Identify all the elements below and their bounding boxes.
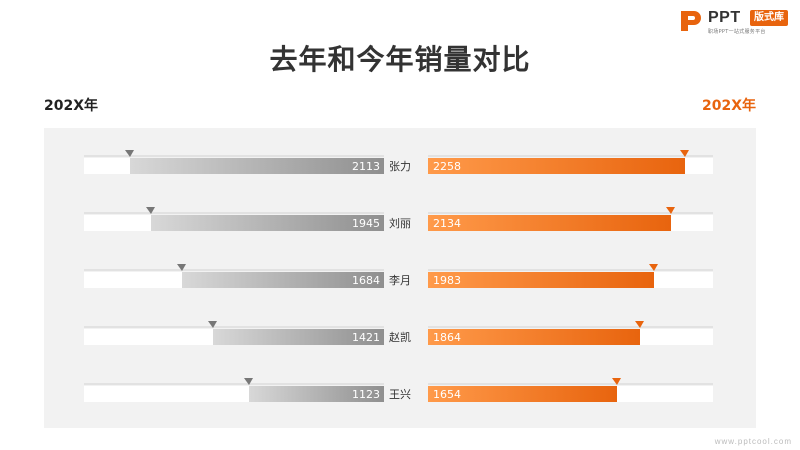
left-value-label: 1945 (352, 217, 380, 230)
right-track-line (428, 326, 713, 328)
left-track-line (84, 326, 384, 328)
left-value-label: 2113 (352, 160, 380, 173)
left-value-label: 1684 (352, 274, 380, 287)
page-title: 去年和今年销量对比 (269, 43, 531, 76)
right-bar (428, 272, 654, 288)
right-value-label: 2258 (433, 160, 461, 173)
left-value-label: 1421 (352, 331, 380, 344)
right-value-label: 1864 (433, 331, 461, 344)
right-marker-icon (612, 378, 621, 385)
logo-tagline: 职场PPT一站式服务平台 (708, 29, 766, 35)
right-bar (428, 329, 640, 345)
left-bar (249, 386, 384, 402)
right-bar (428, 386, 617, 402)
left-track-line (84, 155, 384, 157)
right-track-line (428, 269, 713, 271)
left-marker-icon (244, 378, 253, 385)
left-bar (213, 329, 384, 345)
left-bar (182, 272, 384, 288)
right-year-label: 202X年 (701, 98, 756, 114)
left-track-line (84, 269, 384, 271)
right-value-label: 1654 (433, 388, 461, 401)
right-bar (428, 158, 685, 174)
left-value-label: 1123 (352, 388, 380, 401)
right-marker-icon (649, 264, 658, 271)
footer-url: www.pptcool.com (714, 437, 792, 446)
category-label: 王兴 (389, 388, 411, 401)
category-label: 刘丽 (389, 217, 411, 230)
right-marker-icon (666, 207, 675, 214)
right-track-line (428, 155, 713, 157)
left-marker-icon (177, 264, 186, 271)
right-marker-icon (635, 321, 644, 328)
category-label: 赵凯 (389, 330, 411, 344)
left-track-line (84, 383, 384, 385)
left-bar (130, 158, 384, 174)
left-marker-icon (146, 207, 155, 214)
left-marker-icon (208, 321, 217, 328)
comparison-bar-chart: 2113 2258 张力 1945 2134 刘丽 1684 1983 李月 1421 1864 赵凯… (84, 150, 713, 402)
brand-logo: PPT 版式库 职场PPT一站式服务平台 (678, 8, 796, 36)
right-track-line (428, 383, 713, 385)
right-value-label: 1983 (433, 274, 461, 287)
left-year-label: 202X年 (44, 98, 99, 114)
logo-badge: 版式库 (750, 10, 788, 26)
logo-mark-icon (681, 11, 701, 31)
right-value-label: 2134 (433, 217, 461, 230)
left-track-line (84, 212, 384, 214)
right-marker-icon (680, 150, 689, 157)
category-label: 李月 (389, 273, 411, 287)
logo-text: PPT (708, 9, 741, 26)
right-bar (428, 215, 671, 231)
chart-panel: 2113 2258 张力 1945 2134 刘丽 1684 1983 李月 1421 1864 赵凯… (44, 128, 756, 428)
right-track-line (428, 212, 713, 214)
category-label: 张力 (389, 160, 411, 173)
left-marker-icon (125, 150, 134, 157)
left-bar (151, 215, 384, 231)
